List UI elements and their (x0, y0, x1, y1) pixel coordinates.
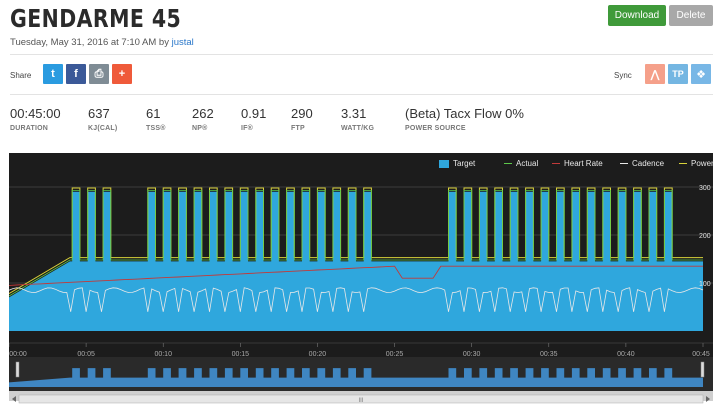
overview-navigator[interactable] (9, 357, 713, 391)
overview-graph (9, 361, 705, 387)
legend-swatch (439, 159, 449, 168)
author-link[interactable]: justal (171, 37, 194, 48)
x-tick-label: 00:40 (617, 351, 635, 357)
legend-power[interactable]: Power (679, 159, 714, 168)
trainingpeaks-icon: TP (672, 69, 684, 79)
delete-button[interactable]: Delete (669, 5, 713, 26)
workout-date: Tuesday, May 31, 2016 at 7:10 AM by (10, 37, 172, 48)
workout-chart[interactable]: 300 200 100 00:00 00:05 00:10 00:15 00:20 00:25 0… (9, 153, 714, 404)
stat-value: 00:45:00 (10, 106, 61, 121)
stat-value: 637 (88, 106, 110, 121)
stat-kj-cal: 637 KJ(CAL) (88, 106, 117, 132)
sync-dropbox-button[interactable]: ❖ (691, 64, 711, 84)
stat-value: 61 (146, 106, 161, 121)
y-tick-label: 300 (699, 185, 711, 192)
print-icon: ⎙ (94, 67, 104, 80)
y-tick-label: 100 (699, 281, 711, 288)
sync-strava-button[interactable]: ⋀ (645, 64, 665, 84)
scroll-thumb[interactable] (18, 394, 704, 404)
divider (10, 94, 713, 95)
legend-label: Cadence (632, 159, 665, 168)
workout-meta: Tuesday, May 31, 2016 at 7:10 AM by just… (10, 37, 194, 48)
chart-scrollbar[interactable]: III (9, 391, 713, 404)
stat-label: WATT/KG (341, 125, 375, 132)
sync-trainingpeaks-button[interactable]: TP (668, 64, 688, 84)
stat-value: 262 (192, 106, 214, 121)
x-tick-label: 00:05 (77, 351, 95, 357)
x-tick-label: 00:25 (386, 351, 404, 357)
legend-label: Heart Rate (564, 159, 603, 168)
legend-swatch (679, 162, 687, 165)
dropbox-icon: ❖ (696, 68, 706, 81)
stat-duration: 00:45:00 DURATION (10, 106, 61, 132)
cadence-series (9, 287, 704, 312)
stat-value: 0.91 (241, 106, 267, 121)
stat-value: 3.31 (341, 106, 367, 121)
twitter-icon: t (51, 68, 55, 80)
stat-label: NP® (192, 125, 208, 132)
legend-cadence[interactable]: Cadence (620, 159, 664, 168)
x-tick-label: 00:30 (463, 351, 481, 357)
legend-heart-rate[interactable]: Heart Rate (552, 159, 603, 168)
legend-label: Power (691, 159, 714, 168)
download-button[interactable]: Download (608, 5, 666, 26)
stat-label: TSS® (146, 125, 166, 132)
overview-target-area (9, 368, 703, 387)
stat-label: IF® (241, 125, 253, 132)
legend-actual[interactable]: Actual (504, 159, 538, 168)
share-label: Share (10, 71, 32, 80)
stat-label: FTP (291, 125, 305, 132)
stat-value: (Beta) Tacx Flow 0% (405, 106, 524, 121)
heart-rate-series (9, 265, 703, 286)
facebook-icon: f (74, 68, 78, 80)
x-tick-label: 00:20 (309, 351, 327, 357)
stat-ftp: 290 FTP (291, 106, 313, 132)
workout-title: GENDARME 45 (10, 4, 182, 33)
x-tick-label: 00:35 (540, 351, 558, 357)
overview-right-handle (700, 361, 705, 378)
stat-power-source: (Beta) Tacx Flow 0% POWER SOURCE (405, 106, 524, 132)
stat-watt-kg: 3.31 WATT/KG (341, 106, 374, 132)
stat-np: 262 NP® (192, 106, 214, 132)
scroll-left-arrow-icon[interactable] (12, 396, 16, 402)
stat-if: 0.91 IF® (241, 106, 266, 132)
legend-swatch (620, 162, 628, 165)
stat-tss: 61 TSS® (146, 106, 166, 132)
plus-icon: + (118, 68, 126, 80)
scroll-grip-icon: III (358, 398, 363, 404)
x-tick-label: 00:15 (232, 351, 250, 357)
x-tick-label: 00:10 (154, 351, 172, 357)
strava-icon: ⋀ (650, 68, 660, 81)
share-twitter-button[interactable]: t (43, 64, 63, 84)
legend-swatch (504, 162, 512, 165)
x-tick-label: 00:00 (9, 351, 27, 357)
share-facebook-button[interactable]: f (66, 64, 86, 84)
stat-value: 290 (291, 106, 313, 121)
scroll-right-arrow-icon[interactable] (706, 396, 710, 402)
y-tick-label: 200 (699, 233, 711, 240)
sync-label: Sync (614, 71, 632, 80)
stat-label: POWER SOURCE (405, 125, 466, 132)
target-area-series (9, 191, 703, 331)
legend-label: Target (453, 159, 476, 168)
legend-swatch (552, 162, 560, 165)
divider (10, 54, 713, 55)
legend-target[interactable]: Target (439, 159, 475, 168)
share-plus-button[interactable]: + (112, 64, 132, 84)
stat-label: DURATION (10, 125, 49, 132)
x-tick-label: 00:45 (692, 351, 710, 357)
power-graph: 300 200 100 00:00 00:05 00:10 00:15 00:20 00:25 0… (9, 185, 713, 357)
legend-label: Actual (516, 159, 539, 168)
overview-left-handle (15, 361, 20, 378)
actual-series (9, 190, 703, 297)
stat-label: KJ(CAL) (88, 125, 118, 132)
share-print-button[interactable]: ⎙ (89, 64, 109, 84)
